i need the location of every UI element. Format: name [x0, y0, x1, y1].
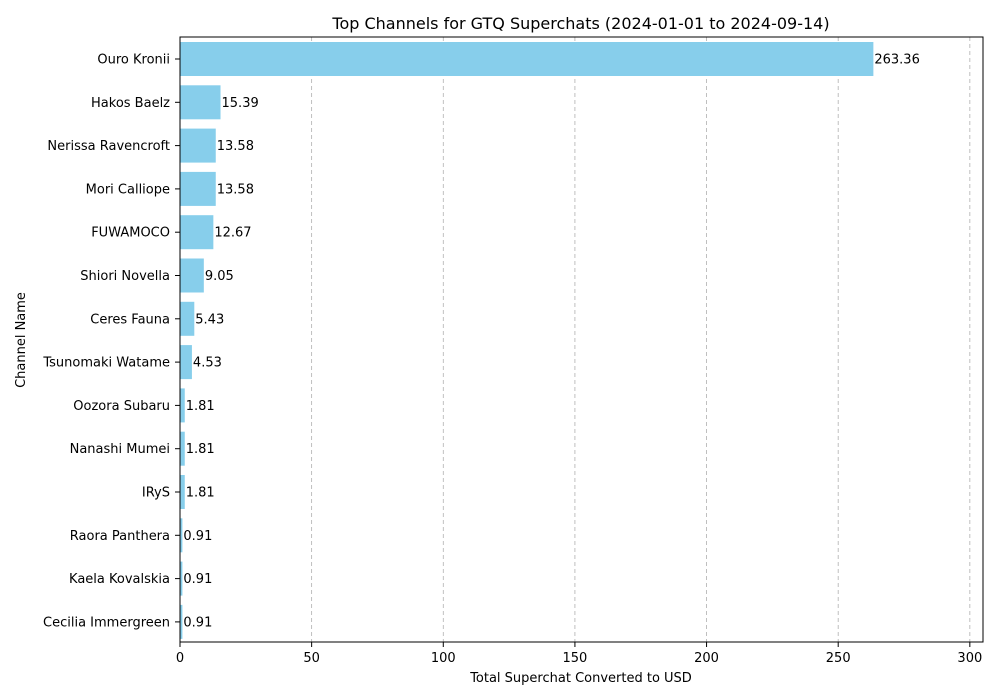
bar	[180, 215, 214, 250]
category-label: Raora Panthera	[70, 529, 170, 544]
bar	[180, 85, 221, 120]
x-axis-label: Total Superchat Converted to USD	[469, 671, 692, 686]
bar-value-label: 12.67	[214, 226, 251, 241]
bar-value-label: 263.36	[874, 53, 920, 68]
bars: 263.36 15.39 13.58 13.58 12.67 9.05 5.43 4.53 1.…	[180, 42, 920, 639]
bar	[180, 388, 185, 423]
category-label: Shiori Novella	[80, 269, 170, 284]
bar-value-label: 1.81	[186, 442, 215, 457]
category-label: Hakos Baelz	[91, 96, 170, 111]
bar	[180, 171, 216, 206]
x-tick-label: 150	[563, 651, 588, 666]
category-label: IRyS	[142, 486, 170, 501]
bar-value-label: 15.39	[222, 96, 259, 111]
bar	[180, 345, 192, 380]
category-label: Ceres Fauna	[90, 312, 170, 327]
chart-title: Top Channels for GTQ Superchats (2024-01…	[331, 14, 829, 33]
bar-value-label: 0.91	[183, 615, 212, 630]
bar-value-label: 4.53	[193, 356, 222, 371]
x-ticks: 0 50 100 150 200 250 300	[176, 642, 982, 666]
x-tick-label: 50	[303, 651, 320, 666]
category-label: Mori Calliope	[86, 182, 170, 197]
category-label: Nanashi Mumei	[70, 442, 170, 457]
plot-frame	[179, 36, 984, 643]
bar	[180, 518, 183, 553]
bar	[180, 431, 185, 466]
category-labels: Ouro Kronii Hakos Baelz Nerissa Ravencroft…	[42, 53, 180, 630]
bar	[180, 258, 204, 293]
category-label: Kaela Kovalskia	[69, 572, 170, 587]
category-label: Cecilia Immergreen	[43, 615, 170, 630]
bar	[180, 128, 216, 163]
category-label: Tsunomaki Watame	[42, 356, 170, 371]
category-label: Ouro Kronii	[97, 53, 170, 68]
bar-value-label: 9.05	[205, 269, 234, 284]
bar-value-label: 13.58	[217, 182, 254, 197]
bar	[180, 42, 874, 76]
bar-value-label: 13.58	[217, 139, 254, 154]
bar-value-label: 1.81	[186, 399, 215, 414]
bar	[180, 561, 183, 596]
bar	[180, 604, 183, 639]
category-label: Nerissa Ravencroft	[47, 139, 170, 154]
x-tick-label: 300	[957, 651, 982, 666]
category-label: FUWAMOCO	[91, 226, 170, 241]
x-tick-label: 100	[431, 651, 456, 666]
y-axis-label: Channel Name	[14, 292, 29, 388]
bar	[180, 475, 185, 509]
bar-value-label: 0.91	[183, 529, 212, 544]
grid-lines	[311, 37, 971, 642]
bar	[180, 301, 195, 336]
bar-value-label: 5.43	[195, 312, 224, 327]
category-label: Oozora Subaru	[73, 399, 170, 414]
x-tick-label: 250	[826, 651, 851, 666]
bar-value-label: 0.91	[183, 572, 212, 587]
bar-value-label: 1.81	[186, 486, 215, 501]
x-tick-label: 0	[176, 651, 184, 666]
x-tick-label: 200	[694, 651, 719, 666]
